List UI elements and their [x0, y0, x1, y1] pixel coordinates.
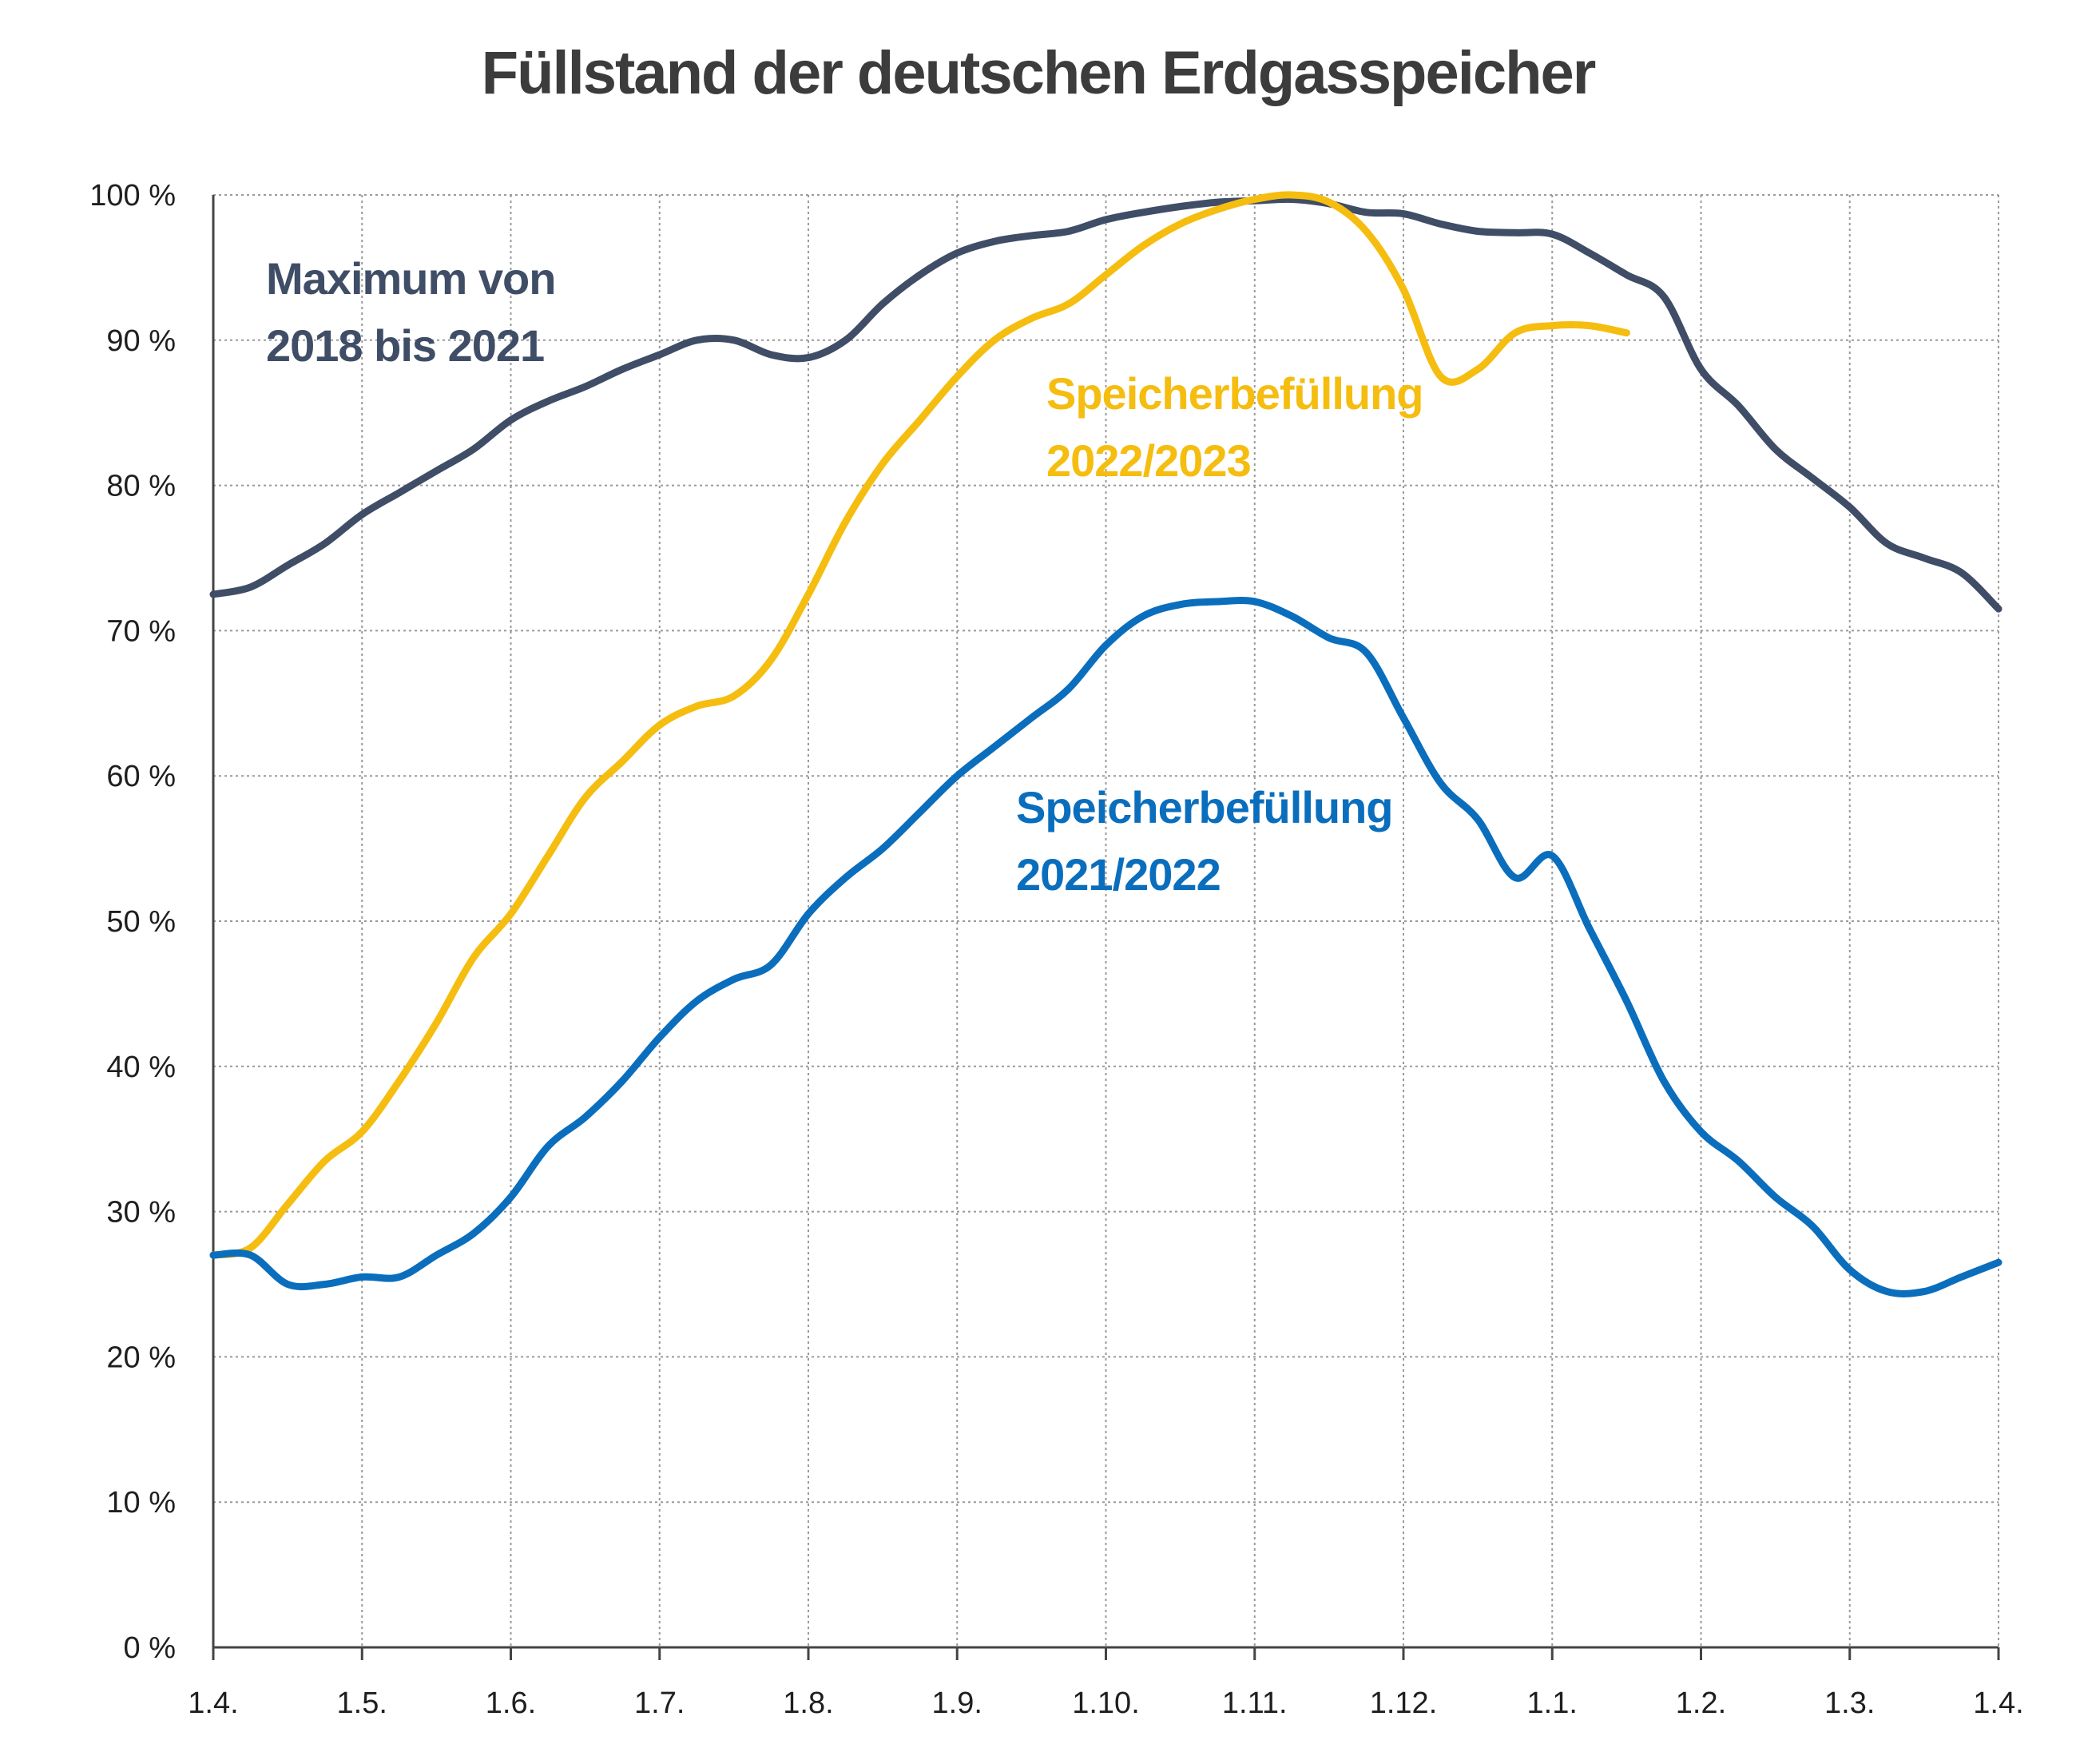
series-lines	[209, 191, 2003, 1297]
y-tick-label: 20 %	[106, 1341, 176, 1374]
series-label-line: Maximum von	[266, 253, 555, 304]
x-tick-label: 1.9.	[932, 1687, 982, 1720]
series-label-line: 2018 bis 2021	[266, 320, 544, 371]
series-line-0	[209, 195, 2003, 613]
x-tick-label: 1.7.	[634, 1687, 685, 1720]
x-tick-label: 1.10.	[1072, 1687, 1140, 1720]
x-tick-label: 1.3.	[1824, 1687, 1875, 1720]
y-tick-label: 100 %	[89, 179, 176, 213]
x-tick-label: 1.4.	[1973, 1687, 2023, 1720]
series-line-1	[209, 191, 1630, 1259]
y-tick-label: 80 %	[106, 470, 176, 503]
series-label-line: Speicherbefüllung	[1046, 368, 1423, 419]
x-tick-label: 1.6.	[486, 1687, 536, 1720]
series-label-0: Maximum von 2018 bis 2021	[266, 253, 555, 371]
series-label-line: 2021/2022	[1016, 849, 1221, 900]
y-tick-label: 30 %	[106, 1196, 176, 1230]
series-label-2: Speicherbefüllung 2021/2022	[1016, 782, 1393, 900]
axes: 0 % 10 % 20 % 30 % 40 % 50 % 60 % 70 % 80 % 90 % 1…	[89, 179, 2023, 1720]
series-labels: Maximum von 2018 bis 2021 Speicherbefüllun…	[266, 253, 1424, 900]
series-label-line: Speicherbefüllung	[1016, 782, 1393, 832]
x-tick-label: 1.12.	[1370, 1687, 1438, 1720]
y-tick-label: 10 %	[106, 1486, 176, 1520]
x-tick-label: 1.5.	[337, 1687, 387, 1720]
x-tick-label: 1.2.	[1676, 1687, 1726, 1720]
series-label-line: 2022/2023	[1046, 435, 1251, 486]
x-tick-label: 1.4.	[188, 1687, 238, 1720]
x-tick-label: 1.11.	[1222, 1687, 1288, 1720]
series-line-2	[209, 597, 2003, 1297]
series-label-1: Speicherbefüllung 2022/2023	[1046, 368, 1423, 486]
y-tick-label: 60 %	[106, 760, 176, 793]
y-tick-label: 40 %	[106, 1051, 176, 1084]
y-tick-label: 90 %	[106, 324, 176, 358]
x-tick-label: 1.1.	[1527, 1687, 1578, 1720]
chart-title: Füllstand der deutschen Erdgasspeicher	[481, 39, 1597, 107]
x-tick-label: 1.8.	[783, 1687, 833, 1720]
y-tick-label: 50 %	[106, 905, 176, 939]
grid	[213, 194, 1999, 1647]
y-tick-label: 70 %	[106, 614, 176, 648]
y-tick-label: 0 %	[124, 1631, 176, 1665]
